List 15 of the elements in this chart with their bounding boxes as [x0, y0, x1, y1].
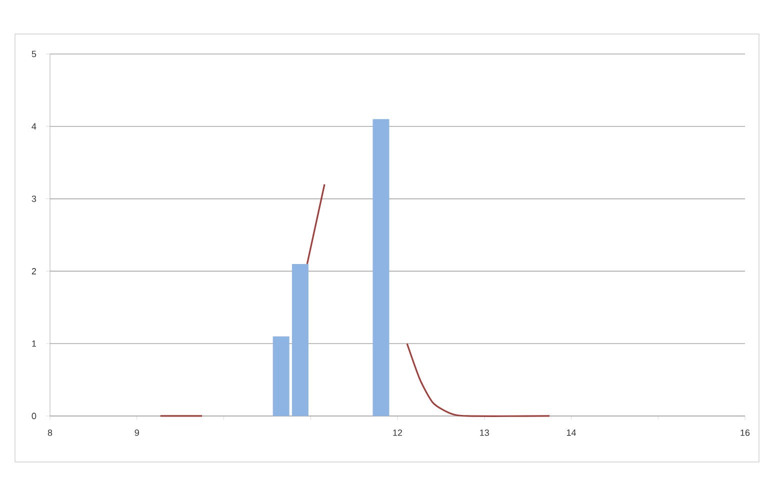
x-tick-label: 14	[566, 430, 576, 436]
x-tick-label: 12	[393, 430, 402, 436]
x-tick-label: 8	[48, 430, 52, 436]
y-tick-label: 3	[32, 196, 36, 202]
x-tick-label: 13	[480, 430, 489, 436]
bar	[272, 336, 290, 416]
bar	[372, 119, 390, 416]
x-tick-label: 9	[134, 430, 139, 436]
x-tick-label: 16	[740, 430, 750, 436]
y-tick-label: 0	[32, 412, 36, 420]
y-tick-label: 5	[32, 50, 36, 58]
bar	[292, 264, 308, 416]
y-tick-label: 2	[32, 268, 36, 274]
y-tick-label: 1	[32, 340, 36, 347]
y-tick-label: 4	[32, 123, 36, 130]
